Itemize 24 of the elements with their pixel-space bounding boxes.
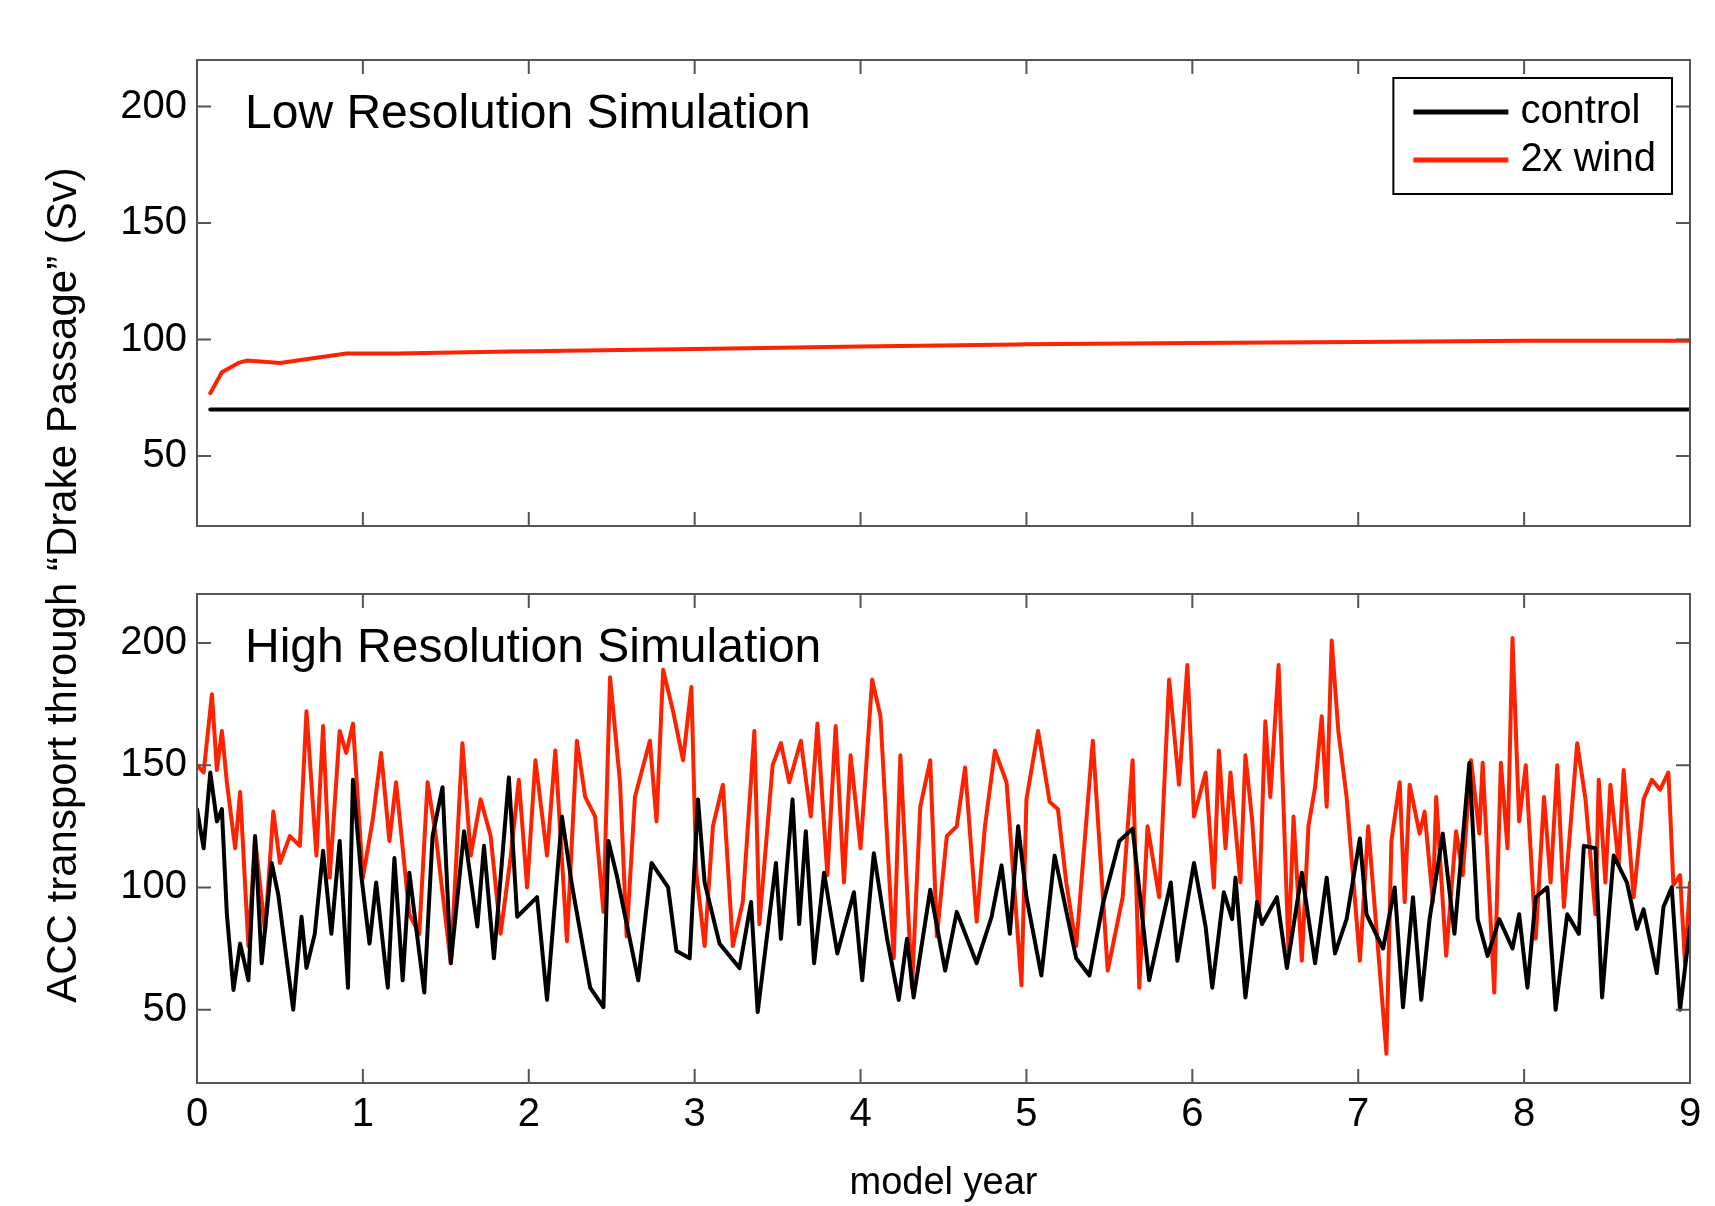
- y-tick-label: 50: [142, 984, 187, 1029]
- y-tick-label: 200: [120, 617, 187, 662]
- y-tick-label: 150: [120, 740, 187, 785]
- x-tick-label: 2: [517, 1090, 540, 1135]
- x-tick-label: 3: [683, 1090, 706, 1135]
- x-tick-label: 9: [1678, 1090, 1702, 1135]
- y-tick-label: 100: [120, 862, 187, 907]
- y-axis-title: ACC transport through “Drake Passage” (Sv): [38, 167, 86, 1003]
- y-tick-label: 200: [120, 81, 187, 126]
- y-tick-label: 150: [120, 198, 187, 243]
- x-tick-label: 4: [849, 1090, 872, 1135]
- legend-label: 2x wind: [1520, 135, 1656, 180]
- x-tick-label: 8: [1512, 1090, 1536, 1135]
- text: Low Resolution Simulation: [245, 85, 811, 138]
- x-tick-label: 5: [1015, 1090, 1038, 1135]
- y-tick-label: 100: [120, 314, 187, 359]
- x-tick-label: 0: [185, 1090, 209, 1135]
- y-tick-label: 50: [142, 431, 187, 476]
- x-axis-title: model year: [849, 1159, 1038, 1202]
- legend-label: control: [1520, 87, 1641, 132]
- x-tick-label: 1: [351, 1090, 375, 1135]
- x-tick-label: 6: [1181, 1090, 1204, 1135]
- text: High Resolution Simulation: [245, 619, 822, 672]
- x-tick-label: 7: [1347, 1090, 1370, 1135]
